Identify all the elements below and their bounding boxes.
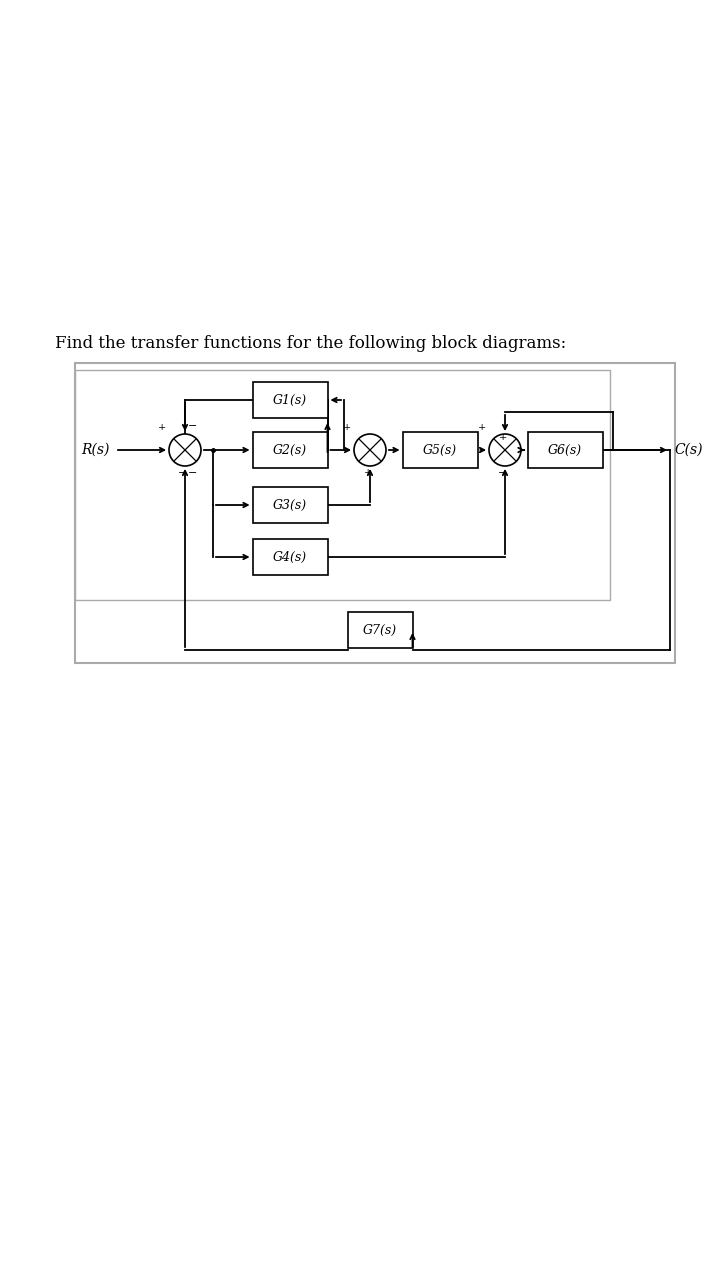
Bar	[402, 431, 477, 468]
Text: +: +	[158, 422, 166, 431]
Bar	[253, 431, 328, 468]
Text: G4(s): G4(s)	[273, 550, 307, 563]
Circle shape	[489, 434, 521, 466]
Text: G7(s): G7(s)	[363, 623, 397, 636]
Text: G3(s): G3(s)	[273, 498, 307, 512]
Text: G1(s): G1(s)	[273, 393, 307, 407]
Text: C(s): C(s)	[674, 443, 703, 457]
Text: +: +	[343, 422, 351, 431]
Bar	[75, 370, 610, 600]
Bar	[253, 486, 328, 524]
Bar	[528, 431, 603, 468]
Bar	[348, 612, 413, 648]
Bar	[75, 364, 675, 663]
Bar	[253, 381, 328, 419]
Text: Find the transfer functions for the following block diagrams:: Find the transfer functions for the foll…	[55, 335, 566, 352]
Circle shape	[354, 434, 386, 466]
Text: G2(s): G2(s)	[273, 443, 307, 457]
Text: −: −	[498, 468, 508, 477]
Text: R(s): R(s)	[81, 443, 110, 457]
Text: G5(s): G5(s)	[423, 443, 457, 457]
Text: +: +	[499, 433, 507, 442]
Text: G6(s): G6(s)	[548, 443, 582, 457]
Text: +: +	[364, 468, 372, 477]
Text: −: −	[179, 468, 188, 477]
Text: −: −	[188, 468, 197, 477]
Circle shape	[169, 434, 201, 466]
Text: +: +	[478, 422, 486, 431]
Text: −: −	[188, 421, 197, 431]
Bar	[253, 539, 328, 575]
